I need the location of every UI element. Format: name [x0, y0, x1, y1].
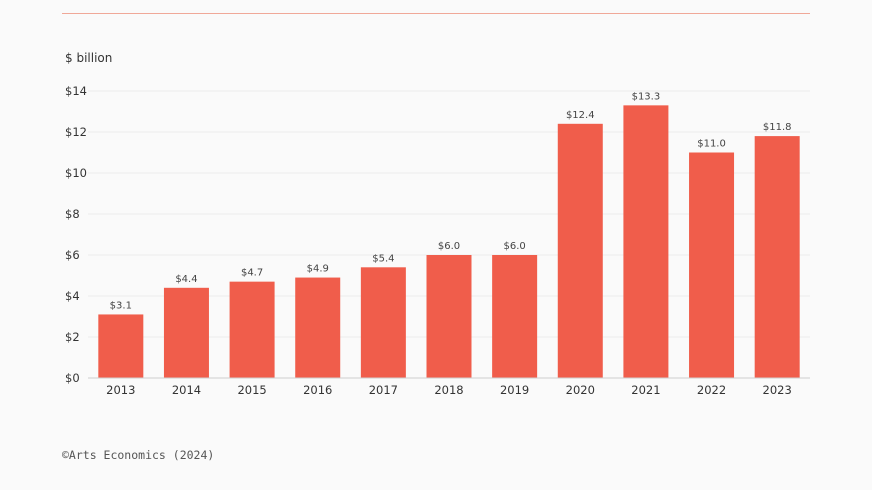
x-axis-ticks: 2013 2014 2015 2016 2017 2018 2019 2020 2021 2022… [106, 383, 792, 397]
x-tick-label: 2013 [106, 383, 135, 397]
data-label: $13.3 [632, 91, 661, 102]
data-label: $4.7 [241, 268, 263, 279]
x-tick-label: 2014 [172, 383, 201, 397]
x-tick-label: 2015 [237, 383, 266, 397]
data-label: $4.9 [307, 264, 329, 275]
bar [163, 287, 209, 378]
source-credit: ©Arts Economics (2024) [62, 448, 215, 462]
bar [623, 105, 669, 378]
data-label: $11.0 [697, 139, 726, 150]
x-tick-label: 2021 [631, 383, 660, 397]
data-label: $6.0 [504, 241, 526, 252]
y-axis-ticks: $0 $2 $4 $6 $8 $10 $12 $14 [65, 84, 87, 385]
y-tick-label: $2 [65, 330, 80, 344]
bar-chart: $ billion $0 $2 $4 $6 $8 $10 $12 $14 $3.1 $4.4 $4… [65, 51, 810, 397]
data-label: $6.0 [438, 241, 460, 252]
bar [426, 255, 472, 378]
y-tick-label: $12 [65, 125, 87, 139]
bar [492, 255, 538, 378]
data-label: $12.4 [566, 110, 595, 121]
top-rule [62, 13, 810, 14]
x-tick-label: 2018 [434, 383, 463, 397]
data-label: $4.4 [175, 274, 197, 285]
data-label: $11.8 [763, 122, 792, 133]
bar [98, 314, 144, 378]
data-labels: $3.1 $4.4 $4.7 $4.9 $5.4 $6.0 $6.0 $12.4 $13.3 $1… [110, 91, 792, 311]
data-label: $3.1 [110, 300, 132, 311]
y-tick-label: $8 [65, 207, 80, 221]
bar [229, 281, 275, 378]
x-tick-label: 2020 [566, 383, 595, 397]
y-unit-label: $ billion [65, 51, 112, 65]
y-tick-label: $0 [65, 371, 80, 385]
bar [295, 277, 341, 378]
y-tick-label: $4 [65, 289, 80, 303]
y-tick-label: $14 [65, 84, 87, 98]
bars [98, 105, 800, 378]
data-label: $5.4 [372, 253, 394, 264]
bar [557, 123, 603, 378]
x-tick-label: 2023 [763, 383, 792, 397]
bar [360, 267, 406, 378]
x-tick-label: 2016 [303, 383, 332, 397]
y-tick-label: $10 [65, 166, 87, 180]
x-tick-label: 2022 [697, 383, 726, 397]
bar [689, 152, 735, 378]
x-tick-label: 2019 [500, 383, 529, 397]
y-tick-label: $6 [65, 248, 80, 262]
bar [754, 136, 800, 378]
x-tick-label: 2017 [369, 383, 398, 397]
